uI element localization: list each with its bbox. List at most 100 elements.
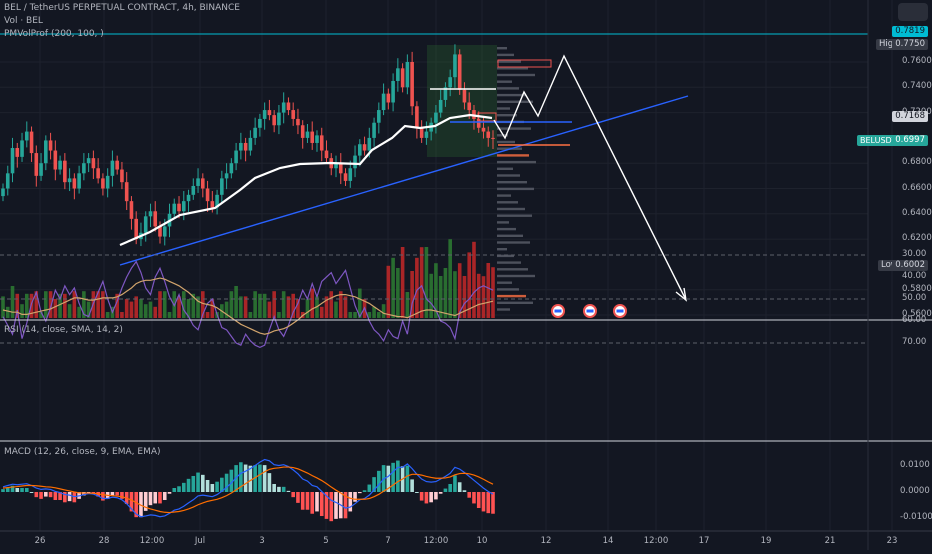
volume-profile [427, 45, 552, 311]
candle-body [462, 89, 467, 103]
candle-body [338, 163, 343, 174]
volume-bar [424, 247, 429, 318]
volume-profile-bar [497, 181, 527, 184]
candle-body [96, 168, 100, 179]
volume-bar [63, 293, 67, 318]
macd-histogram-bar [115, 492, 119, 496]
event-flag-icon-band [616, 309, 624, 313]
volume-bar [491, 267, 495, 318]
macd-histogram-bar [148, 492, 153, 506]
volume-bar [434, 263, 438, 318]
macd-histogram-bar [367, 484, 372, 492]
volume-profile-bar [497, 160, 536, 164]
candle-body [367, 137, 372, 151]
candle-body [443, 87, 448, 100]
candle-body [262, 110, 267, 119]
ascending-trendline [119, 95, 689, 266]
macd-histogram-bar [443, 488, 448, 492]
macd-histogram-bar [386, 465, 391, 492]
time-tick-label: 14 [602, 536, 614, 546]
candle-body [48, 140, 53, 151]
macd-line [2, 458, 494, 518]
volume-profile-bar [497, 154, 529, 157]
candle-body [153, 211, 158, 227]
macd-histogram-bar [281, 486, 286, 492]
volume-bar [191, 293, 196, 318]
volume-profile-bar [497, 80, 512, 83]
candle-body [486, 131, 491, 138]
candle-body [438, 99, 443, 113]
volume-bar [224, 301, 229, 318]
high-text: High [876, 39, 902, 50]
candle-body [101, 178, 105, 189]
volume-bar [1, 296, 5, 318]
volume-profile-bar [497, 47, 507, 50]
volume-profile-bar [497, 234, 523, 237]
volume-bar [486, 263, 491, 318]
macd-tick-label: 0.0100 [900, 460, 930, 470]
macd-histogram-bar [419, 492, 424, 501]
macd-histogram-bar [343, 492, 348, 519]
volume-bar [396, 268, 400, 318]
time-tick-label: 23 [886, 536, 898, 546]
macd-histogram-bar [181, 482, 186, 492]
volume-bar [419, 247, 424, 318]
candle-body [319, 135, 324, 151]
macd-pane[interactable] [1, 458, 495, 522]
volume-bar [438, 276, 443, 318]
volume-bar [372, 306, 376, 318]
candle-body [267, 110, 272, 116]
volume-bar [77, 306, 81, 318]
chart-menu-button[interactable] [898, 3, 928, 21]
macd-histogram-bar [362, 490, 367, 492]
volume-bar [129, 301, 134, 318]
volume-label: Vol · BEL [4, 16, 43, 26]
candle-body [58, 160, 62, 170]
macd-histogram-bar [448, 483, 452, 492]
candle-body [186, 194, 191, 202]
volume-profile-bar [497, 67, 528, 70]
volume-bar [134, 296, 139, 318]
volume-bar [248, 312, 253, 318]
time-tick-label: 10 [476, 536, 488, 546]
rsi-pane[interactable] [0, 254, 868, 349]
rsi-tick-label: 70.00 [902, 337, 927, 347]
volume-profile-bar [497, 248, 507, 251]
macd-histogram-bar [291, 492, 295, 498]
candle-body [143, 216, 148, 233]
volume-bar [253, 291, 257, 318]
candle-body [115, 160, 119, 170]
candle-body [305, 131, 310, 138]
volume-bar [329, 291, 334, 318]
volume-profile-bar [497, 241, 530, 244]
volprof-label: PMVolProf (200, 100, ) [4, 29, 104, 39]
macd-histogram-bar [153, 492, 158, 504]
macd-histogram-bar [262, 465, 267, 492]
macd-histogram-bar [243, 464, 248, 492]
rsi-legend: RSI (14, close, SMA, 14, 2) [4, 325, 127, 335]
macd-histogram-bar [457, 482, 462, 492]
macd-histogram-bar [258, 464, 262, 492]
macd-histogram-bar [67, 492, 72, 502]
rsi-tick-label: 30.00 [902, 249, 927, 259]
macd-histogram-bar [476, 492, 481, 509]
volume-profile-bar [497, 268, 528, 271]
rsi-tick-label: 60.00 [902, 315, 927, 325]
candle-body [53, 150, 58, 170]
candle-body [239, 142, 243, 151]
macd-histogram-bar [167, 492, 172, 494]
volume-bar [205, 312, 210, 318]
candle-body [272, 115, 276, 126]
volume-bar [24, 293, 29, 318]
macd-histogram-bar [1, 489, 5, 492]
candle-body [286, 102, 291, 111]
macd-histogram-bar [248, 465, 253, 492]
volume-bar [58, 293, 62, 318]
macd-histogram-bar [48, 492, 53, 498]
volume-bar [262, 293, 267, 318]
volume-bar [377, 312, 381, 318]
macd-histogram-bar [172, 487, 177, 492]
rsi-tick-label: 50.00 [902, 293, 927, 303]
